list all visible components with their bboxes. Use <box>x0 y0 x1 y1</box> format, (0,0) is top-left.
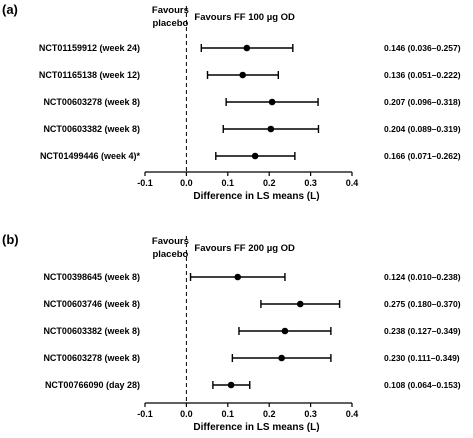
point-estimate-dot <box>239 71 247 79</box>
x-tick-label: -0.1 <box>137 178 153 188</box>
estimate-ci-label: 0.108 (0.064–0.153) <box>384 380 461 390</box>
header-favours-right: Favours FF 100 µg OD <box>194 12 295 23</box>
point-estimate-dot <box>251 152 259 160</box>
x-tick-label: 0.1 <box>222 409 235 419</box>
estimate-ci-label: 0.124 (0.010–0.238) <box>384 272 461 282</box>
point-estimate-dot <box>243 44 251 52</box>
point-estimate-dot <box>227 381 235 389</box>
estimate-ci-label: 0.146 (0.036–0.257) <box>384 43 461 53</box>
x-tick-label: 0.1 <box>222 178 235 188</box>
x-tick-label: 0.0 <box>180 409 193 419</box>
point-estimate-dot <box>234 273 242 281</box>
point-estimate-dot <box>296 300 304 308</box>
study-label: NCT00398645 (week 8) <box>43 272 140 282</box>
point-estimate-dot <box>267 125 275 133</box>
header-favours-left-line1: Favours <box>152 5 189 16</box>
header-favours-left-line1: Favours <box>152 236 189 247</box>
study-label: NCT01159912 (week 24) <box>39 43 140 53</box>
study-label: NCT00766090 (day 28) <box>45 380 140 390</box>
point-estimate-dot <box>278 354 285 362</box>
header-favours-right: Favours FF 200 µg OD <box>194 243 295 254</box>
x-tick-label: 0.4 <box>346 409 359 419</box>
x-tick-label: 0.2 <box>263 178 276 188</box>
x-axis-label: Difference in LS means (L) <box>193 191 319 202</box>
study-label: NCT00603278 (week 8) <box>43 97 140 107</box>
estimate-ci-label: 0.166 (0.071–0.262) <box>384 151 461 161</box>
estimate-ci-label: 0.136 (0.051–0.222) <box>384 70 461 80</box>
panel-label: (b) <box>2 232 19 247</box>
estimate-ci-label: 0.207 (0.096–0.318) <box>384 97 461 107</box>
header-favours-left-line2: placebo <box>152 18 188 29</box>
estimate-ci-label: 0.230 (0.111–0.349) <box>384 353 460 363</box>
x-tick-label: 0.2 <box>263 409 276 419</box>
study-label: NCT00603382 (week 8) <box>43 124 140 134</box>
x-tick-label: 0.4 <box>346 178 359 188</box>
study-label: NCT00603746 (week 8) <box>43 299 140 309</box>
study-label: NCT01165138 (week 12) <box>39 70 140 80</box>
estimate-ci-label: 0.275 (0.180–0.370) <box>384 299 461 309</box>
point-estimate-dot <box>281 327 289 335</box>
study-label: NCT01499446 (week 4)* <box>40 151 141 161</box>
x-tick-label: 0.3 <box>304 178 317 188</box>
x-axis-label: Difference in LS means (L) <box>193 422 319 433</box>
study-label: NCT00603278 (week 8) <box>43 353 140 363</box>
estimate-ci-label: 0.204 (0.089–0.319) <box>384 124 461 134</box>
x-tick-label: 0.3 <box>304 409 317 419</box>
header-favours-left-line2: placebo <box>152 249 188 260</box>
x-tick-label: -0.1 <box>137 409 153 419</box>
estimate-ci-label: 0.238 (0.127–0.349) <box>384 326 461 336</box>
study-label: NCT00603382 (week 8) <box>43 326 140 336</box>
point-estimate-dot <box>268 98 276 106</box>
panel-label: (a) <box>2 2 18 17</box>
x-tick-label: 0.0 <box>180 178 193 188</box>
